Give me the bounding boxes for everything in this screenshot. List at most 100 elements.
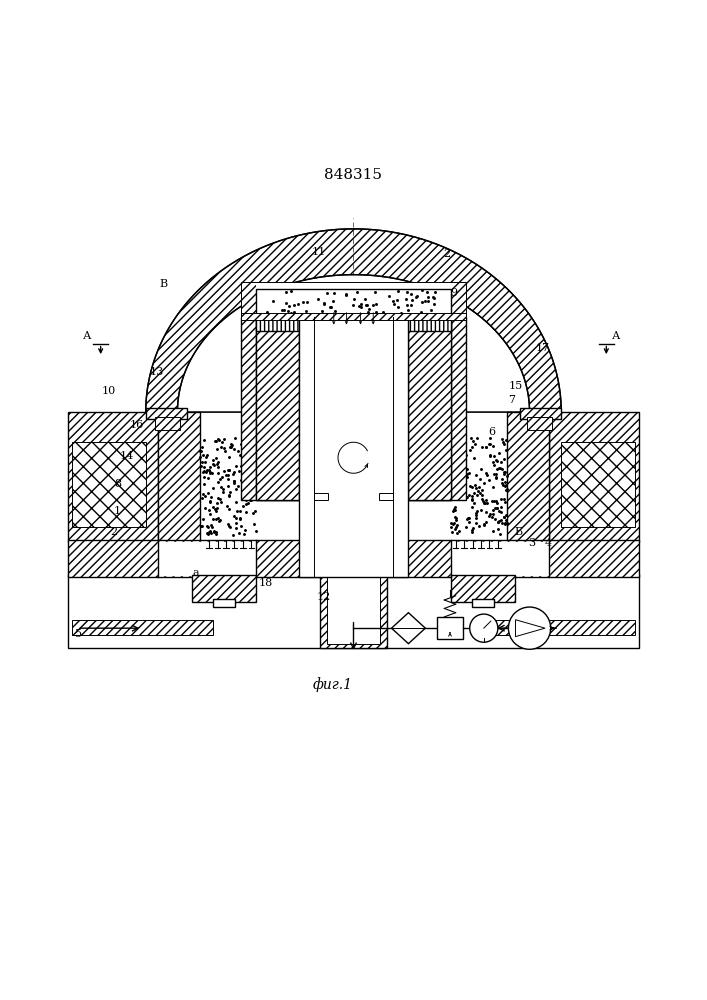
Point <box>211 450 222 466</box>
Point <box>209 524 220 540</box>
Point <box>213 513 224 529</box>
Point <box>402 284 413 300</box>
Point <box>498 466 509 482</box>
Point <box>406 297 417 313</box>
Point <box>197 454 208 470</box>
Point <box>336 306 347 322</box>
Point <box>472 503 483 519</box>
Point <box>275 306 286 322</box>
Point <box>240 451 251 467</box>
Point <box>207 499 218 515</box>
Point <box>240 476 252 492</box>
Point <box>319 296 330 312</box>
Point <box>258 307 269 323</box>
Point <box>378 304 389 320</box>
Point <box>348 297 359 313</box>
Point <box>487 454 498 470</box>
Point <box>232 443 243 459</box>
Point <box>234 511 245 527</box>
Point <box>213 454 224 470</box>
Point <box>288 304 300 320</box>
Point <box>240 496 252 512</box>
Point <box>216 469 228 485</box>
Point <box>240 492 251 508</box>
Text: B: B <box>160 279 168 289</box>
Point <box>230 430 241 446</box>
Point <box>312 291 324 307</box>
Point <box>233 478 244 494</box>
Point <box>402 297 413 313</box>
Point <box>340 287 351 303</box>
Point <box>450 502 461 518</box>
Point <box>198 476 209 492</box>
Bar <box>241 313 466 320</box>
Point <box>450 441 461 457</box>
Point <box>495 454 506 470</box>
Point <box>494 460 506 476</box>
Point <box>245 466 256 482</box>
Point <box>214 491 226 507</box>
Point <box>281 284 292 300</box>
Point <box>288 297 300 313</box>
Point <box>395 305 407 321</box>
Point <box>422 289 433 305</box>
Point <box>348 297 359 313</box>
Point <box>209 457 220 473</box>
Point <box>500 474 511 490</box>
Point <box>195 443 206 459</box>
Point <box>467 520 478 536</box>
Point <box>469 485 480 501</box>
Point <box>495 499 506 515</box>
Point <box>209 501 220 517</box>
Point <box>228 508 240 524</box>
Point <box>500 432 511 448</box>
Point <box>230 520 242 536</box>
Point <box>349 291 360 307</box>
Point <box>283 307 294 323</box>
Point <box>237 474 248 490</box>
Point <box>483 508 494 524</box>
Point <box>476 461 487 477</box>
Point <box>466 488 477 504</box>
Point <box>204 524 215 540</box>
Point <box>467 492 478 508</box>
Bar <box>379 493 393 500</box>
Bar <box>257 318 298 499</box>
Point <box>476 482 487 498</box>
Point <box>281 284 292 300</box>
Point <box>489 457 500 473</box>
Bar <box>450 542 549 575</box>
Text: 4: 4 <box>545 538 552 548</box>
Point <box>197 464 208 480</box>
Point <box>462 510 474 526</box>
Point <box>416 282 428 298</box>
Point <box>393 299 404 315</box>
Point <box>450 473 462 489</box>
Point <box>237 442 248 458</box>
Point <box>223 518 234 534</box>
Point <box>248 516 259 532</box>
Point <box>406 297 417 313</box>
Point <box>448 501 460 517</box>
Point <box>493 514 504 530</box>
Point <box>326 299 337 315</box>
Point <box>451 482 462 498</box>
Point <box>471 487 482 503</box>
Bar <box>158 542 257 575</box>
Point <box>247 505 259 521</box>
Point <box>325 299 336 315</box>
Point <box>211 524 222 540</box>
Point <box>361 297 372 313</box>
Point <box>452 490 463 506</box>
Point <box>453 480 464 496</box>
Point <box>218 440 230 456</box>
Bar <box>72 442 146 527</box>
Point <box>491 470 502 486</box>
Point <box>452 458 463 474</box>
Point <box>484 447 496 463</box>
Point <box>498 434 509 450</box>
Point <box>393 299 404 315</box>
Bar <box>472 599 494 607</box>
Point <box>369 284 380 300</box>
Point <box>491 495 503 511</box>
